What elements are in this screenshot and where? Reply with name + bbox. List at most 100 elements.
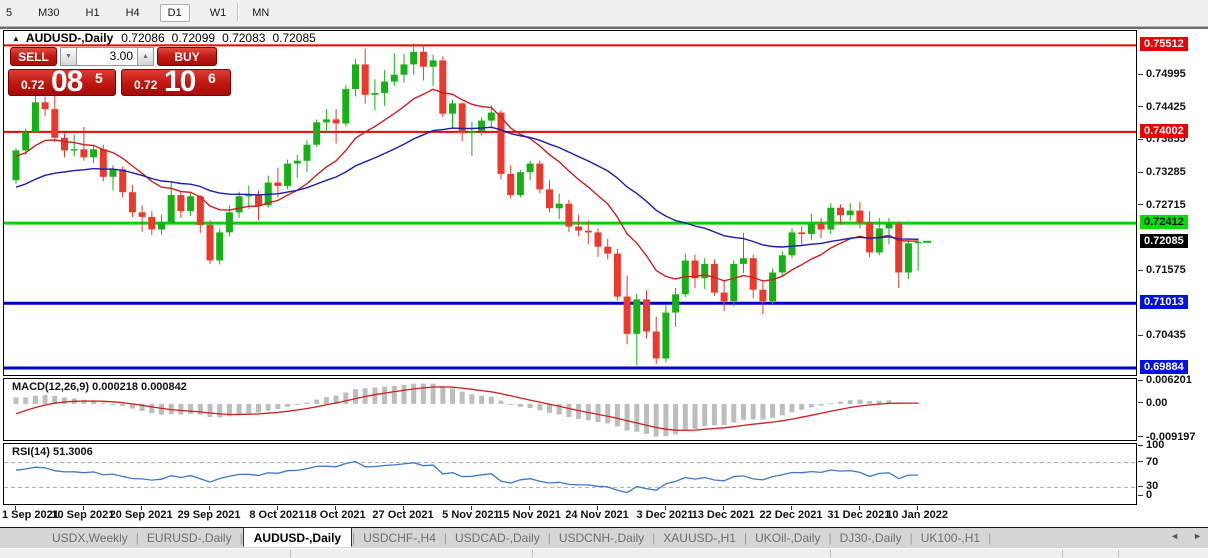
chart-tab-bar: USDX,Weekly | EURUSD-,Daily | AUDUSD-,Daily |… [0,526,1208,548]
macd-histogram-bar [624,403,630,431]
macd-histogram-bar [867,400,873,404]
candle-body [526,163,534,173]
timeframe-button-h1[interactable]: H1 [85,7,100,19]
volume-increase-button[interactable]: ▲ [137,47,154,66]
buy-price-sup: 6 [208,70,216,86]
candle-body [759,289,767,302]
tab-scroll-right-icon[interactable]: ► [1193,531,1202,541]
date-axis-tick [276,506,278,510]
candle-body [138,212,146,217]
status-bar-divider [532,550,533,557]
macd-histogram-bar [498,400,504,404]
date-axis-label: 5 Nov 2021 [442,509,500,521]
candle-body [245,195,253,197]
macd-histogram-bar [32,395,38,404]
buy-button[interactable]: BUY [157,47,217,66]
macd-histogram-bar [702,403,708,427]
macd-histogram-bar [275,403,281,410]
date-axis-tick [403,506,404,510]
candle-body [914,241,922,244]
macd-histogram-bar [527,403,533,409]
candle-body [778,255,786,273]
symbol-tab-ukoil-daily[interactable]: UKOil-,Daily [755,531,821,545]
rsi-chart[interactable] [4,444,1136,504]
tab-separator: | [443,531,448,545]
macd-panel[interactable] [3,378,1137,441]
candle-body [361,64,369,95]
candle-body [51,109,59,138]
symbol-tab-usdx-weekly[interactable]: USDX,Weekly [52,531,128,545]
price-axis-label: 0.70435 [1146,329,1186,342]
timeframe-button-h4[interactable]: H4 [125,7,140,19]
macd-histogram-bar [13,397,19,404]
date-axis-tick [917,506,919,510]
macd-histogram-bar [129,403,135,409]
macd-histogram-bar [294,403,300,405]
macd-histogram-bar [226,403,232,417]
candle-body [128,192,136,213]
tab-scroll-left-icon[interactable]: ◄ [1170,531,1180,541]
price-badge: 0.72412 [1140,215,1188,230]
date-axis-label: 27 Oct 2021 [372,509,434,521]
macd-histogram-bar [857,399,863,404]
symbol-tab-uk100-h1[interactable]: UK100-,H1 [920,531,981,545]
candle-body [730,263,738,302]
candle-body [507,173,515,196]
chart-symbol-label: AUDUSD-,Daily [25,31,114,45]
date-axis-tick [209,506,210,510]
tab-separator: | [239,531,243,545]
sell-button[interactable]: SELL [10,47,57,66]
buy-price-big: 10 [164,65,196,98]
symbol-tab-usdchf-h4[interactable]: USDCHF-,H4 [363,531,436,545]
macd-histogram-bar [741,403,746,420]
macd-histogram-bar [81,399,87,404]
sell-price-panel[interactable]: 0.72 08 5 [8,65,116,98]
symbol-tab-audusd-daily[interactable]: AUDUSD-,Daily [242,526,353,547]
macd-histogram-bar [353,389,358,404]
candle-body [371,93,379,95]
ohlc-high: 0.72099 [171,31,216,45]
symbol-tab-eurusd-daily[interactable]: EURUSD-,Daily [146,531,232,545]
timeframe-button-mn[interactable]: MN [252,7,270,19]
symbol-tab-usdcad-daily[interactable]: USDCAD-,Daily [455,531,540,545]
macd-histogram-bar [139,403,145,411]
symbol-tab-xauusd-h1[interactable]: XAUUSD-,H1 [663,531,736,545]
candle-body [827,207,835,230]
candle-body [536,163,544,190]
timeframe-button-m30[interactable]: M30 [38,7,60,19]
macd-histogram-bar [614,403,620,427]
buy-price-panel[interactable]: 0.72 10 6 [121,65,231,98]
candlestick-chart[interactable] [4,31,1136,375]
candle-body [575,226,583,231]
candle-body [187,196,195,212]
macd-histogram-bar [23,397,29,404]
macd-histogram-bar [304,402,310,404]
date-axis-label: 8 Oct 2021 [249,509,305,521]
macd-histogram-bar [372,387,378,404]
date-axis-label: 31 Dec 2021 [827,509,891,521]
rsi-panel[interactable] [3,443,1137,505]
date-axis-label: 10 Sep 2021 [51,509,115,521]
timeframe-button-w1[interactable]: W1 [209,7,227,19]
price-badge: 0.69884 [1140,360,1188,374]
candle-body [807,223,815,235]
one-click-collapse-icon[interactable]: ▲ [12,33,20,43]
symbol-tab-usdcnh-daily[interactable]: USDCNH-,Daily [558,531,645,545]
volume-decrease-button[interactable]: ▼ [60,47,77,66]
candle-body [449,103,456,114]
candle-body [904,243,912,273]
volume-input[interactable]: 3.00 [77,47,137,66]
macd-chart[interactable] [4,379,1136,440]
candle-body [468,130,476,134]
macd-histogram-bar [770,403,776,418]
macd-histogram-bar [682,403,688,431]
macd-histogram-bar [547,403,552,413]
macd-histogram-bar [605,403,611,424]
macd-axis-label: 0.00 [1146,396,1168,409]
candle-body [419,51,427,67]
candle-body [352,64,359,89]
timeframe-button-5[interactable]: 5 [6,7,13,19]
symbol-tab-dj30-daily[interactable]: DJ30-,Daily [839,531,902,545]
timeframe-button-d1[interactable]: D1 [159,4,190,22]
